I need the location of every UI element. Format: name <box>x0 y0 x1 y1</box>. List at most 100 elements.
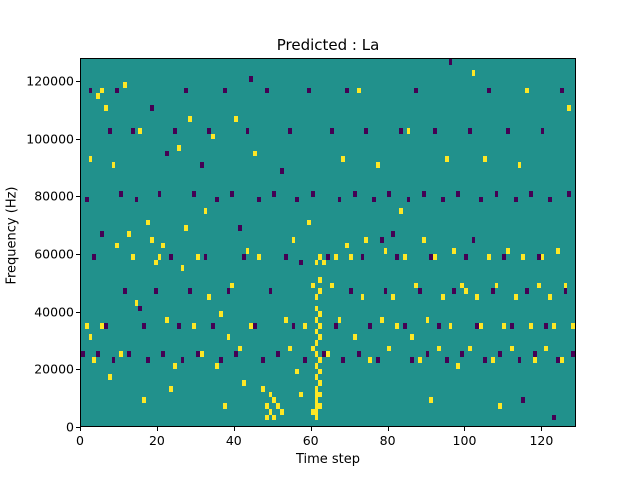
heatmap-cell <box>96 93 101 100</box>
heatmap-cell <box>130 253 135 260</box>
heatmap-cell <box>314 305 319 312</box>
heatmap-cell <box>215 196 219 203</box>
heatmap-cell <box>299 391 304 398</box>
heatmap-cell <box>268 408 273 415</box>
heatmap-cell <box>130 127 135 134</box>
heatmap-cell <box>295 196 300 203</box>
heatmap-cell <box>318 311 323 318</box>
heatmap-cell <box>567 190 572 197</box>
heatmap-cell <box>176 322 181 329</box>
heatmap-cell <box>264 403 269 409</box>
heatmap-cell <box>486 253 491 260</box>
x-tick-label: 80 <box>379 433 396 448</box>
heatmap-cell <box>211 133 216 140</box>
heatmap-cell <box>318 391 323 398</box>
heatmap-cell <box>295 368 300 375</box>
heatmap-cell <box>161 351 166 358</box>
heatmap-cell <box>398 127 403 134</box>
heatmap-cell <box>463 253 468 260</box>
heatmap-cell <box>172 127 177 134</box>
y-tick-label: 120000 <box>26 73 74 89</box>
heatmap-cell <box>306 87 311 94</box>
heatmap-cell <box>318 380 323 386</box>
heatmap-cell <box>260 385 265 392</box>
heatmap-cell <box>402 253 407 260</box>
heatmap-cell <box>303 357 307 363</box>
heatmap-cell <box>138 305 143 312</box>
heatmap-cell <box>349 253 353 260</box>
y-tick-label: 100000 <box>26 131 74 147</box>
heatmap-cell <box>548 196 553 203</box>
heatmap-cell <box>467 127 472 134</box>
heatmap-cell <box>352 190 357 197</box>
heatmap-cell <box>253 322 258 329</box>
heatmap-cell <box>337 317 342 323</box>
heatmap-cell <box>379 236 384 243</box>
heatmap-cell <box>540 253 545 260</box>
x-tick-label: 0 <box>76 433 84 448</box>
heatmap-cell <box>333 322 338 329</box>
heatmap-cell <box>272 190 277 197</box>
y-tick-mark <box>76 81 80 83</box>
x-tick-mark <box>541 427 543 431</box>
heatmap-cell <box>529 322 533 329</box>
heatmap-cell <box>375 162 380 168</box>
heatmap-cell <box>486 87 491 94</box>
heatmap-cell <box>222 403 227 409</box>
heatmap-cell <box>555 357 560 363</box>
x-tick-mark <box>156 427 158 431</box>
heatmap-cell <box>314 403 319 409</box>
heatmap-cell <box>529 190 533 197</box>
heatmap-cell <box>264 414 269 421</box>
heatmap-cell <box>421 236 426 243</box>
heatmap-cell <box>490 357 495 363</box>
y-tick-mark <box>76 254 80 256</box>
heatmap-cell <box>452 288 457 295</box>
heatmap-cell <box>291 322 296 329</box>
heatmap-cell <box>157 190 162 197</box>
heatmap-cell <box>280 408 284 415</box>
heatmap-cell <box>498 403 503 409</box>
heatmap-cell <box>303 322 307 329</box>
heatmap-cell <box>230 190 235 197</box>
heatmap-cell <box>161 242 166 249</box>
heatmap-cell <box>272 414 277 421</box>
heatmap-cell <box>417 288 422 295</box>
heatmap-cell <box>165 150 170 157</box>
heatmap-cell <box>532 357 537 363</box>
heatmap-cell <box>241 253 246 260</box>
y-tick-mark <box>76 369 80 371</box>
heatmap-cell <box>192 322 196 329</box>
heatmap-cell <box>257 253 261 260</box>
heatmap-cell <box>318 322 323 329</box>
heatmap-cell <box>134 196 139 203</box>
heatmap-cell <box>559 87 564 94</box>
heatmap-cell <box>149 236 154 243</box>
heatmap-cell <box>126 351 131 358</box>
heatmap-cell <box>444 156 449 163</box>
heatmap-cell <box>188 116 193 123</box>
heatmap-cell <box>100 231 104 237</box>
heatmap-cell <box>375 357 380 363</box>
heatmap-cell <box>107 374 112 381</box>
heatmap-cell <box>372 196 376 203</box>
heatmap-cell <box>169 253 173 260</box>
heatmap-cell <box>571 322 575 329</box>
heatmap-cell <box>383 288 388 295</box>
heatmap-cell <box>238 225 242 232</box>
heatmap-cell <box>314 414 319 421</box>
heatmap-cell <box>84 196 89 203</box>
heatmap-cell <box>318 368 323 375</box>
heatmap-cell <box>417 357 422 363</box>
heatmap-cell <box>230 282 235 289</box>
heatmap-cell <box>126 231 131 237</box>
heatmap-cell <box>567 104 572 111</box>
heatmap-cell <box>352 334 357 340</box>
heatmap-cell <box>544 345 549 352</box>
heatmap-cell <box>555 248 560 254</box>
y-tick-label: 40000 <box>34 304 74 320</box>
heatmap-cell <box>513 196 518 203</box>
heatmap-cell <box>475 322 480 329</box>
heatmap-cell <box>218 311 223 318</box>
heatmap-cell <box>349 288 353 295</box>
